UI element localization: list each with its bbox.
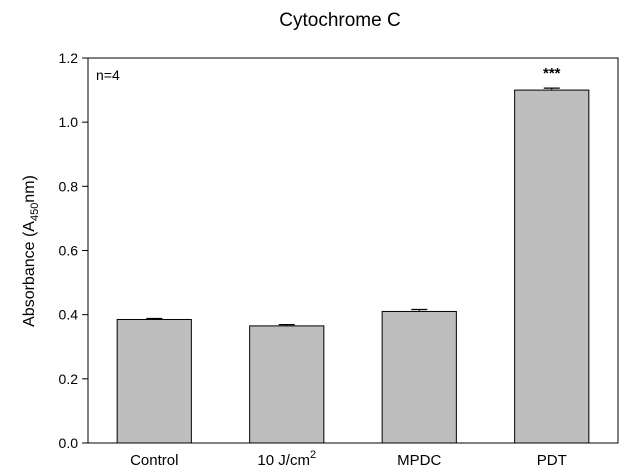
sample-size-annotation: n=4 — [96, 67, 120, 83]
y-tick-label: 1.0 — [59, 114, 79, 130]
y-tick-label: 0.2 — [59, 371, 79, 387]
x-category-label: PDT — [537, 452, 567, 469]
x-category-label-text: Control — [130, 452, 178, 469]
x-category-label-text: MPDC — [397, 452, 441, 469]
bar — [514, 89, 590, 444]
chart-title: Cytochrome C — [279, 10, 400, 31]
y-tick-label: 0.4 — [59, 307, 79, 323]
y-tick-label: 1.2 — [59, 50, 79, 66]
x-category-label: 10 J/cm2 — [257, 449, 316, 469]
bar — [381, 310, 457, 444]
y-tick-label: 0.6 — [59, 243, 79, 259]
y-axis-title-base: Absorbance (A — [21, 221, 38, 327]
bars-group: *** — [116, 65, 590, 444]
y-axis-ticks: 0.0 0.2 0.4 0.6 0.8 1.0 1.2 — [59, 50, 88, 451]
bar — [249, 325, 325, 444]
y-axis-title: Absorbance (A450nm) — [21, 175, 41, 327]
x-category-label-text: PDT — [537, 452, 567, 469]
significance-marker: *** — [543, 65, 561, 82]
x-category-label: Control — [130, 452, 178, 469]
bar — [116, 318, 192, 444]
x-axis-labels: Control 10 J/cm2 MPDC PDT — [130, 449, 567, 469]
y-axis-title-suffix: nm) — [21, 175, 38, 203]
plot-frame — [87, 57, 619, 444]
y-axis-title-subscript: 450 — [29, 203, 41, 221]
x-category-label-text: 10 J/cm — [257, 452, 310, 469]
x-category-label: MPDC — [397, 452, 441, 469]
x-category-label-superscript: 2 — [310, 449, 316, 461]
y-tick-label: 0.8 — [59, 178, 79, 194]
y-tick-label: 0.0 — [59, 435, 79, 451]
